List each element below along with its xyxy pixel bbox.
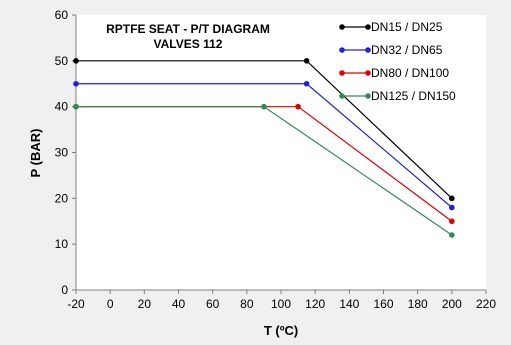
- legend-label-2: DN80 / DN100: [371, 66, 449, 80]
- series-point-0: [303, 58, 310, 64]
- series-point-3: [449, 232, 455, 238]
- series-lines: [73, 58, 455, 238]
- legend-marker-0: [365, 24, 371, 30]
- x-tick-label: 200: [442, 297, 462, 311]
- legend-marker-3: [365, 93, 371, 99]
- legend-marker-1: [339, 47, 345, 53]
- legend-marker-0: [339, 24, 345, 30]
- x-tick-label: 220: [476, 297, 496, 311]
- chart-title-line-2: VALVES 112: [154, 37, 223, 51]
- x-tick-label: 0: [107, 297, 114, 311]
- x-tick-label: -20: [67, 297, 85, 311]
- y-tick-label: 40: [55, 100, 69, 114]
- series-point-2: [295, 103, 301, 110]
- legend-label-3: DN125 / DN150: [371, 89, 456, 103]
- x-tick-label: 80: [240, 297, 254, 311]
- x-tick-label: 160: [373, 297, 393, 311]
- series-point-2: [449, 218, 455, 225]
- x-tick-label: 180: [408, 297, 428, 311]
- chart-title-line-1: RPTFE SEAT - P/T DIAGRAM: [106, 22, 270, 36]
- x-tick-label: 100: [271, 297, 291, 311]
- y-tick-label: 20: [55, 191, 69, 205]
- series-point-0: [73, 58, 79, 64]
- y-tick-label: 50: [55, 54, 69, 68]
- y-tick-label: 30: [55, 146, 69, 160]
- legend-marker-3: [339, 93, 345, 99]
- x-tick-label: 40: [172, 297, 186, 311]
- series-point-0: [449, 195, 455, 202]
- series-point-1: [73, 80, 79, 87]
- y-tick-label: 0: [61, 283, 68, 297]
- x-tick-label: 60: [206, 297, 220, 311]
- legend: DN15 / DN25 DN32 / DN65 DN80 / DN100 DN125 …: [339, 20, 456, 103]
- series-point-3: [73, 103, 79, 110]
- y-tick-label: 10: [55, 237, 69, 251]
- x-tick-labels: -20 0 20 40 60 80 100 120 140 160 180 200 220: [67, 290, 496, 311]
- x-axis-title: T (ºC): [264, 323, 298, 338]
- y-tick-labels: 0 10 20 30 40 50 60: [55, 8, 76, 297]
- legend-label-1: DN32 / DN65: [371, 43, 443, 57]
- legend-marker-2: [365, 70, 371, 76]
- x-tick-label: 120: [305, 297, 325, 311]
- legend-marker-1: [365, 47, 371, 53]
- legend-label-0: DN15 / DN25: [371, 20, 443, 34]
- series-point-1: [449, 204, 455, 211]
- series-point-1: [303, 80, 310, 87]
- y-axis-title: P (BAR): [28, 129, 43, 178]
- x-tick-label: 140: [339, 297, 359, 311]
- series-point-3: [261, 103, 267, 110]
- x-tick-label: 20: [138, 297, 152, 311]
- legend-marker-2: [339, 70, 345, 76]
- y-tick-label: 60: [55, 8, 69, 22]
